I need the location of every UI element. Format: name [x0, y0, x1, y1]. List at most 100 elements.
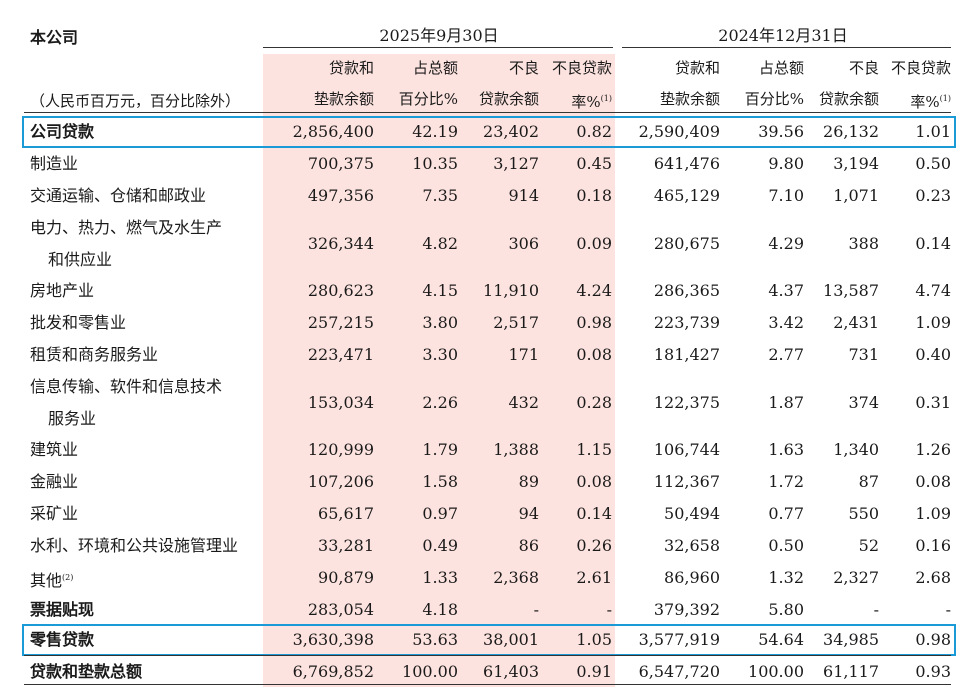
table-cell: 26,132	[823, 122, 879, 141]
table-cell: 38,001	[483, 630, 539, 649]
col-header-line1: 贷款和	[674, 59, 720, 77]
table-cell: 33,281	[318, 536, 374, 555]
table-cell: 1.33	[422, 568, 458, 587]
table-cell: 86	[518, 536, 539, 555]
table-cell: 54.64	[758, 630, 804, 649]
table-cell: 0.08	[576, 345, 612, 364]
table-cell: 1.09	[915, 313, 951, 332]
header-bottom-rule	[24, 112, 951, 113]
table-cell: 223,739	[653, 313, 720, 332]
col-header-text: 贷款余额	[478, 90, 539, 108]
table-cell: 0.98	[576, 313, 612, 332]
row-label: 交通运输、仓储和邮政业	[30, 186, 206, 206]
table-cell: 2,590,409	[638, 122, 720, 141]
table-cell: 2,856,400	[292, 122, 374, 141]
table-cell: 94	[518, 504, 539, 523]
table-cell: 0.09	[576, 234, 612, 253]
col-header-line2: 贷款余额	[463, 89, 539, 109]
col-header-line1: 不良贷款	[890, 59, 951, 77]
footnote-marker: (2)	[62, 573, 74, 582]
table-cell: 153,034	[307, 393, 374, 412]
row-label-text: 采矿业	[30, 504, 79, 523]
row-label: 批发和零售业	[30, 313, 126, 333]
table-cell: 3,194	[833, 154, 879, 173]
table-cell: 2,368	[493, 568, 539, 587]
table-cell: 50,494	[664, 504, 720, 523]
table-cell: 0.08	[576, 472, 612, 491]
table-cell: 0.98	[915, 630, 951, 649]
table-cell: 1.05	[576, 630, 612, 649]
row-label-text: 建筑业	[30, 440, 79, 459]
col-header-line1: 贷款和	[328, 59, 374, 77]
table-cell: 280,623	[307, 281, 374, 300]
table-cell: 0.16	[915, 536, 951, 555]
table-cell: 122,375	[653, 393, 720, 412]
col-header-text: 垫款余额	[313, 90, 374, 108]
table-cell: 2,327	[833, 568, 879, 587]
table-cell: 374	[848, 393, 879, 412]
table-cell: 0.97	[422, 504, 458, 523]
table-cell: 379,392	[653, 600, 720, 619]
table-cell: 90,879	[318, 568, 374, 587]
row-label-text: 交通运输、仓储和邮政业	[30, 186, 207, 205]
table-cell: 1.26	[915, 440, 951, 459]
row-label-text: 租赁和商务服务业	[30, 345, 159, 364]
table-cell: 432	[508, 393, 539, 412]
table-cell: 3.30	[422, 345, 458, 364]
period-2025-underline	[263, 47, 613, 48]
row-label-text: 金融业	[30, 472, 79, 491]
col-header-line1: 占总额	[412, 59, 458, 77]
table-cell: 39.56	[758, 122, 804, 141]
row-label: 公司贷款	[30, 122, 94, 142]
table-cell: 4.29	[768, 234, 804, 253]
row-label-continuation: 和供应业	[48, 250, 113, 269]
total-top-rule	[24, 655, 951, 656]
table-cell: 0.14	[576, 504, 612, 523]
table-cell: 89	[518, 472, 539, 491]
row-label: 其他(2)	[30, 568, 73, 591]
row-label-text: 贷款和垫款总额	[30, 662, 143, 681]
table-cell: 4.24	[576, 281, 612, 300]
col-header-line1: 不良	[508, 59, 539, 77]
total-bottom-rule	[24, 684, 951, 685]
table-cell: 2.61	[576, 568, 612, 587]
table-cell: 1.79	[422, 440, 458, 459]
col-header-text: 百分比%	[398, 90, 458, 108]
table-cell: 4.18	[422, 600, 458, 619]
table-cell: 0.50	[915, 154, 951, 173]
col-header-line2: 垫款余额	[263, 89, 374, 109]
table-cell: 1.72	[768, 472, 804, 491]
col-header-line1: 占总额	[758, 59, 804, 77]
col-header-line2: 百分比%	[726, 89, 804, 109]
row-label-text: 公司贷款	[30, 122, 95, 141]
col-header-line2: 率%(1)	[884, 89, 951, 112]
table-cell: 3,127	[493, 154, 539, 173]
table-cell: 10.35	[412, 154, 458, 173]
table-cell: 286,365	[653, 281, 720, 300]
table-cell: 306	[508, 234, 539, 253]
table-cell: 1.32	[768, 568, 804, 587]
row-label: 水利、环境和公共设施管理业	[30, 536, 238, 556]
table-cell: 700,375	[307, 154, 374, 173]
table-cell: 7.10	[768, 186, 804, 205]
col-header-text: 贷款余额	[818, 90, 879, 108]
col-header-line2: 贷款余额	[810, 89, 879, 109]
row-label: 贷款和垫款总额	[30, 662, 142, 682]
col-header-text: 百分比%	[744, 90, 804, 108]
table-cell: 53.63	[412, 630, 458, 649]
table-cell: 9.80	[768, 154, 804, 173]
table-cell: 2,517	[493, 313, 539, 332]
period-2025-header: 2025年9月30日	[379, 26, 499, 45]
table-cell: 112,367	[653, 472, 720, 491]
table-cell: 1,388	[493, 440, 539, 459]
table-cell: 107,206	[307, 472, 374, 491]
col-header-line1: 不良贷款	[551, 59, 612, 77]
row-label: 租赁和商务服务业	[30, 345, 158, 365]
table-cell: 465,129	[653, 186, 720, 205]
period-2024-underline	[622, 47, 951, 48]
table-cell: -	[873, 600, 879, 619]
table-cell: 100.00	[402, 662, 458, 681]
table-cell: 326,344	[307, 234, 374, 253]
table-cell: 11,910	[483, 281, 539, 300]
